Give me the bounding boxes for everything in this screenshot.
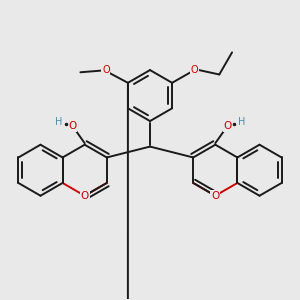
Text: O: O xyxy=(81,191,89,201)
Text: O: O xyxy=(190,65,198,75)
Text: O: O xyxy=(102,65,110,75)
Text: O: O xyxy=(68,121,76,131)
Text: O: O xyxy=(211,191,219,201)
Text: O: O xyxy=(224,121,232,131)
Text: H: H xyxy=(55,117,62,127)
Text: H: H xyxy=(238,117,245,127)
